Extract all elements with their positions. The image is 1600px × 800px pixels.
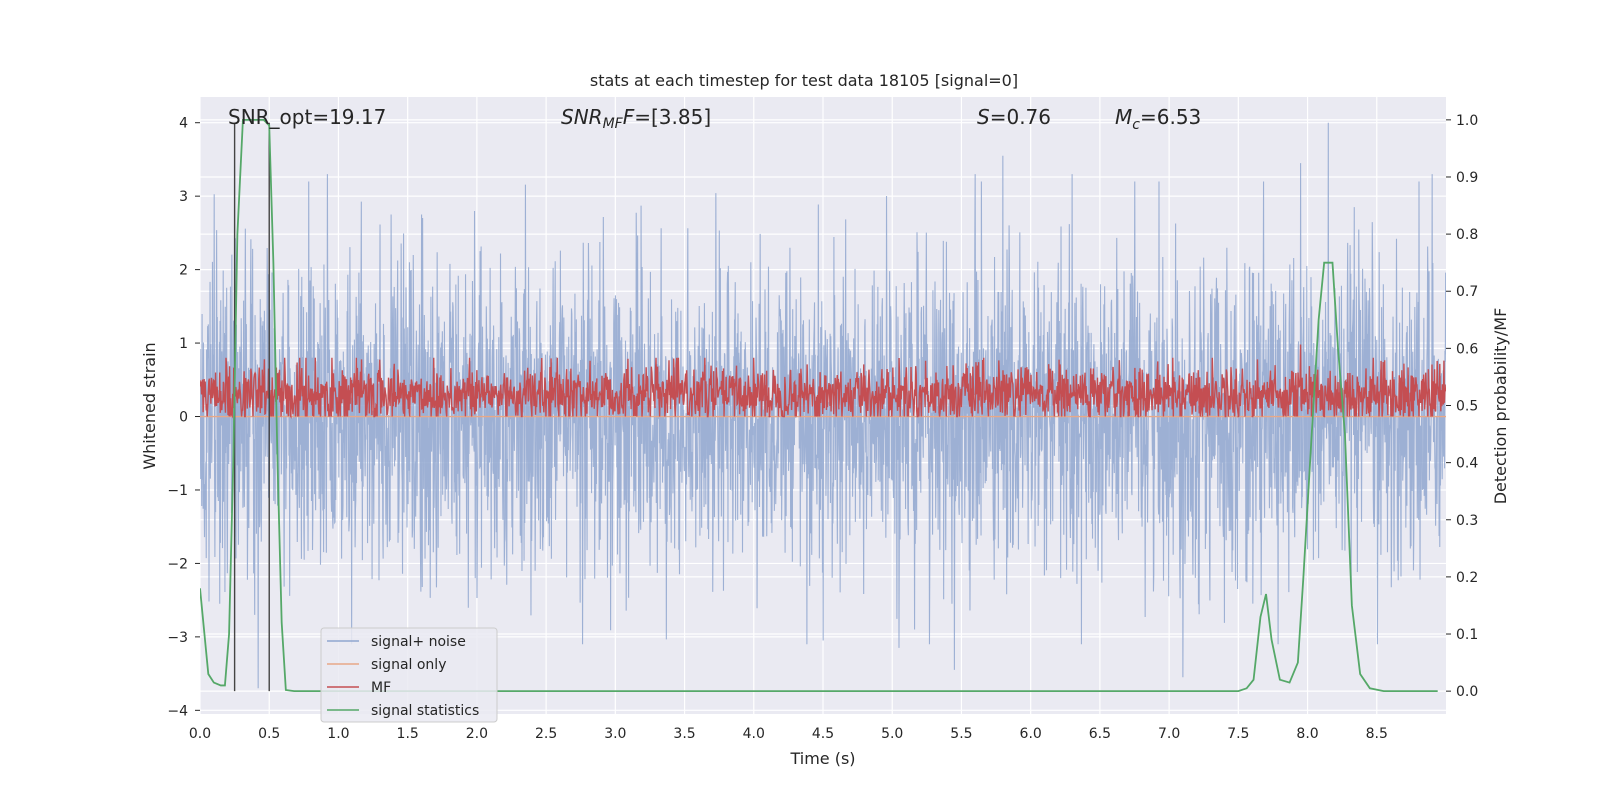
legend-label-signal-only: signal only [371, 657, 446, 673]
y-left-tick-label: 0 [179, 410, 188, 426]
annotation-mc: Mc=6.53 [1115, 105, 1201, 133]
x-tick-label: 4.0 [743, 726, 765, 742]
x-tick-label: 3.5 [673, 726, 695, 742]
legend-label-signal-statistics: signal statistics [371, 703, 479, 719]
y-right-axis-label: Detection probability/MF [1491, 308, 1510, 505]
y-right-tick-label: 0.9 [1456, 170, 1478, 186]
x-tick-label: 7.5 [1227, 726, 1249, 742]
y-right-tick-label: 0.0 [1456, 684, 1478, 700]
x-tick-label: 2.0 [466, 726, 488, 742]
chart-title: stats at each timestep for test data 181… [590, 71, 1018, 90]
x-tick-label: 0.5 [258, 726, 280, 742]
y-left-tick-labels: −4 −3 −2 −1 0 1 2 3 4 [167, 116, 200, 719]
y-right-tick-labels: 0.0 0.1 0.2 0.3 0.4 0.5 0.6 0.7 0.8 0.9 1.0 [1446, 113, 1478, 700]
y-left-tick-label: −1 [167, 483, 188, 499]
y-left-tick-label: −2 [167, 556, 188, 572]
y-left-axis-label: Whitened strain [140, 342, 159, 469]
x-tick-label: 2.5 [535, 726, 557, 742]
annotation-snr-mf: SNRMFF=[3.85] [561, 105, 711, 132]
y-right-tick-label: 0.4 [1456, 456, 1478, 472]
legend-label-mf: MF [371, 680, 391, 696]
legend: signal+ noise signal only MF signal stat… [320, 627, 498, 723]
legend-label-signal-noise: signal+ noise [371, 634, 466, 650]
y-right-tick-label: 0.7 [1456, 284, 1478, 300]
y-left-tick-label: 4 [179, 116, 188, 132]
x-tick-label: 8.5 [1366, 726, 1388, 742]
mc-value: 6.53 [1157, 105, 1202, 129]
signal-statistics-series [200, 118, 1438, 693]
y-left-tick-label: 1 [179, 336, 188, 352]
y-right-tick-label: 0.8 [1456, 227, 1478, 243]
x-tick-label: 0.0 [189, 726, 211, 742]
y-right-tick-label: 0.2 [1456, 570, 1478, 586]
x-tick-label: 5.5 [950, 726, 972, 742]
x-tick-label: 4.5 [812, 726, 834, 742]
x-tick-label: 3.0 [604, 726, 626, 742]
y-right-tick-label: 0.1 [1456, 627, 1478, 643]
y-right-tick-label: 0.6 [1456, 341, 1478, 357]
y-right-tick-label: 1.0 [1456, 113, 1478, 129]
signal-noise-series [200, 122, 1446, 689]
x-tick-label: 1.5 [397, 726, 419, 742]
y-left-tick-label: −4 [167, 703, 188, 719]
legend-box [320, 627, 498, 723]
snr-mf-value: [3.85] [651, 105, 711, 129]
x-tick-label: 6.0 [1020, 726, 1042, 742]
x-tick-label: 5.0 [881, 726, 903, 742]
y-left-tick-label: 3 [179, 189, 188, 205]
y-left-tick-label: −3 [167, 630, 188, 646]
x-tick-label: 8.0 [1296, 726, 1318, 742]
annotation-snr-opt: SNR_opt=19.17 [228, 105, 386, 129]
y-right-tick-label: 0.3 [1456, 513, 1478, 529]
x-tick-label: 7.0 [1158, 726, 1180, 742]
x-axis-label: Time (s) [789, 749, 855, 768]
s-value: 0.76 [1006, 105, 1051, 129]
x-tick-labels: 0.0 0.5 1.0 1.5 2.0 2.5 3.0 3.5 4.0 4.5 5.0 5.5 6.0 6… [189, 726, 1388, 742]
y-left-tick-label: 2 [179, 263, 188, 279]
annotation-s: S=0.76 [977, 105, 1051, 129]
mf-series [200, 344, 1446, 419]
x-tick-label: 1.0 [327, 726, 349, 742]
y-right-tick-label: 0.5 [1456, 399, 1478, 415]
x-tick-label: 6.5 [1089, 726, 1111, 742]
